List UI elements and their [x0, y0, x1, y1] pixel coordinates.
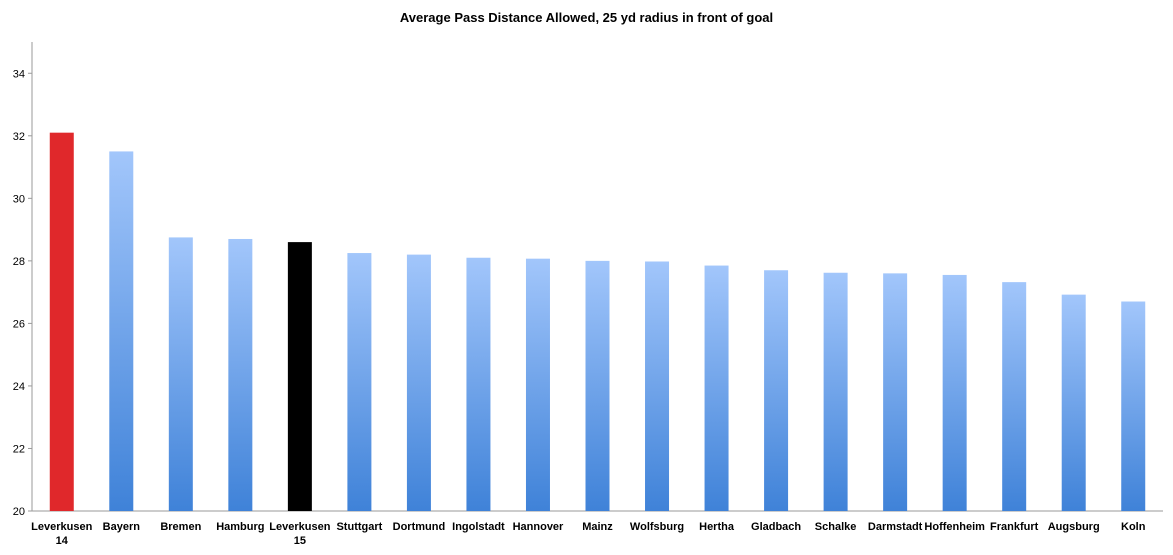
bar — [49, 132, 74, 511]
bar — [466, 257, 491, 511]
y-tick-label: 30 — [13, 193, 25, 205]
x-tick-label-line: Frankfurt — [990, 521, 1039, 533]
bar — [168, 237, 193, 511]
x-tick-label-line: 14 — [56, 535, 69, 547]
x-tick-label: Ingolstadt — [452, 521, 505, 533]
bar — [228, 238, 253, 512]
x-tick-label-line: 15 — [294, 535, 306, 547]
x-tick-label-line: Bremen — [160, 521, 201, 533]
x-tick-label: Hannover — [513, 521, 564, 533]
y-tick-label: 28 — [13, 256, 25, 268]
x-tick-label: Hoffenheim — [924, 521, 985, 533]
chart-title: Average Pass Distance Allowed, 25 yd rad… — [399, 10, 774, 25]
y-tick-label: 32 — [13, 131, 25, 143]
bar — [287, 242, 312, 511]
bar — [942, 274, 967, 511]
x-tick-label-line: Ingolstadt — [452, 521, 505, 533]
x-tick-label-line: Darmstadt — [868, 521, 923, 533]
bar — [1002, 282, 1027, 511]
x-tick-label: Schalke — [815, 521, 857, 533]
x-tick-label-line: Hoffenheim — [924, 521, 985, 533]
bar — [645, 261, 670, 511]
x-tick-label-line: Wolfsburg — [630, 521, 684, 533]
x-tick-label-line: Hannover — [513, 521, 564, 533]
bar — [823, 272, 848, 511]
bar — [764, 270, 789, 511]
x-tick-label-line: Mainz — [582, 521, 613, 533]
x-tick-label: Mainz — [582, 521, 613, 533]
y-tick-label: 20 — [13, 506, 25, 518]
x-tick-label-line: Stuttgart — [336, 521, 382, 533]
x-tick-label-line: Augsburg — [1048, 521, 1100, 533]
x-tick-label: Gladbach — [751, 521, 801, 533]
bar — [704, 265, 729, 511]
bars — [49, 132, 1146, 512]
x-tick-label-line: Dortmund — [393, 521, 446, 533]
bar — [347, 253, 372, 512]
y-tick-label: 24 — [13, 381, 25, 393]
bar — [109, 151, 134, 511]
bar — [406, 254, 431, 511]
x-tick-label: Koln — [1121, 521, 1146, 533]
bar — [585, 260, 610, 511]
x-tick-label: Augsburg — [1048, 521, 1100, 533]
x-tick-label: Hertha — [699, 521, 735, 533]
x-tick-label: Darmstadt — [868, 521, 923, 533]
y-tick-label: 22 — [13, 443, 25, 455]
bar — [525, 258, 550, 511]
x-tick-label-line: Koln — [1121, 521, 1146, 533]
x-tick-label-line: Hertha — [699, 521, 735, 533]
bar — [1061, 294, 1086, 511]
x-tick-label-line: Schalke — [815, 521, 857, 533]
bar — [883, 273, 908, 511]
x-tick-label: Stuttgart — [336, 521, 382, 533]
x-tick-label: Bremen — [160, 521, 201, 533]
x-tick-label: Leverkusen 14 — [31, 521, 92, 547]
x-tick-label-line: Hamburg — [216, 521, 264, 533]
x-tick-label-line: Leverkusen — [31, 521, 92, 533]
x-tick-label: Bayern — [103, 521, 141, 533]
bar — [1121, 301, 1146, 511]
y-tick-label: 34 — [13, 68, 25, 80]
x-tick-label: Dortmund — [393, 521, 446, 533]
category-labels: Leverkusen 14 Bayern Bremen Hamburg Leverkuse… — [31, 521, 1146, 547]
x-tick-label-line: Bayern — [103, 521, 141, 533]
x-tick-label: Hamburg — [216, 521, 264, 533]
x-tick-label: Frankfurt — [990, 521, 1039, 533]
x-tick-label-line: Gladbach — [751, 521, 801, 533]
x-tick-label: Wolfsburg — [630, 521, 684, 533]
x-tick-label-line: Leverkusen — [269, 521, 330, 533]
x-tick-label: Leverkusen 15 — [269, 521, 330, 547]
y-tick-label: 26 — [13, 318, 25, 330]
